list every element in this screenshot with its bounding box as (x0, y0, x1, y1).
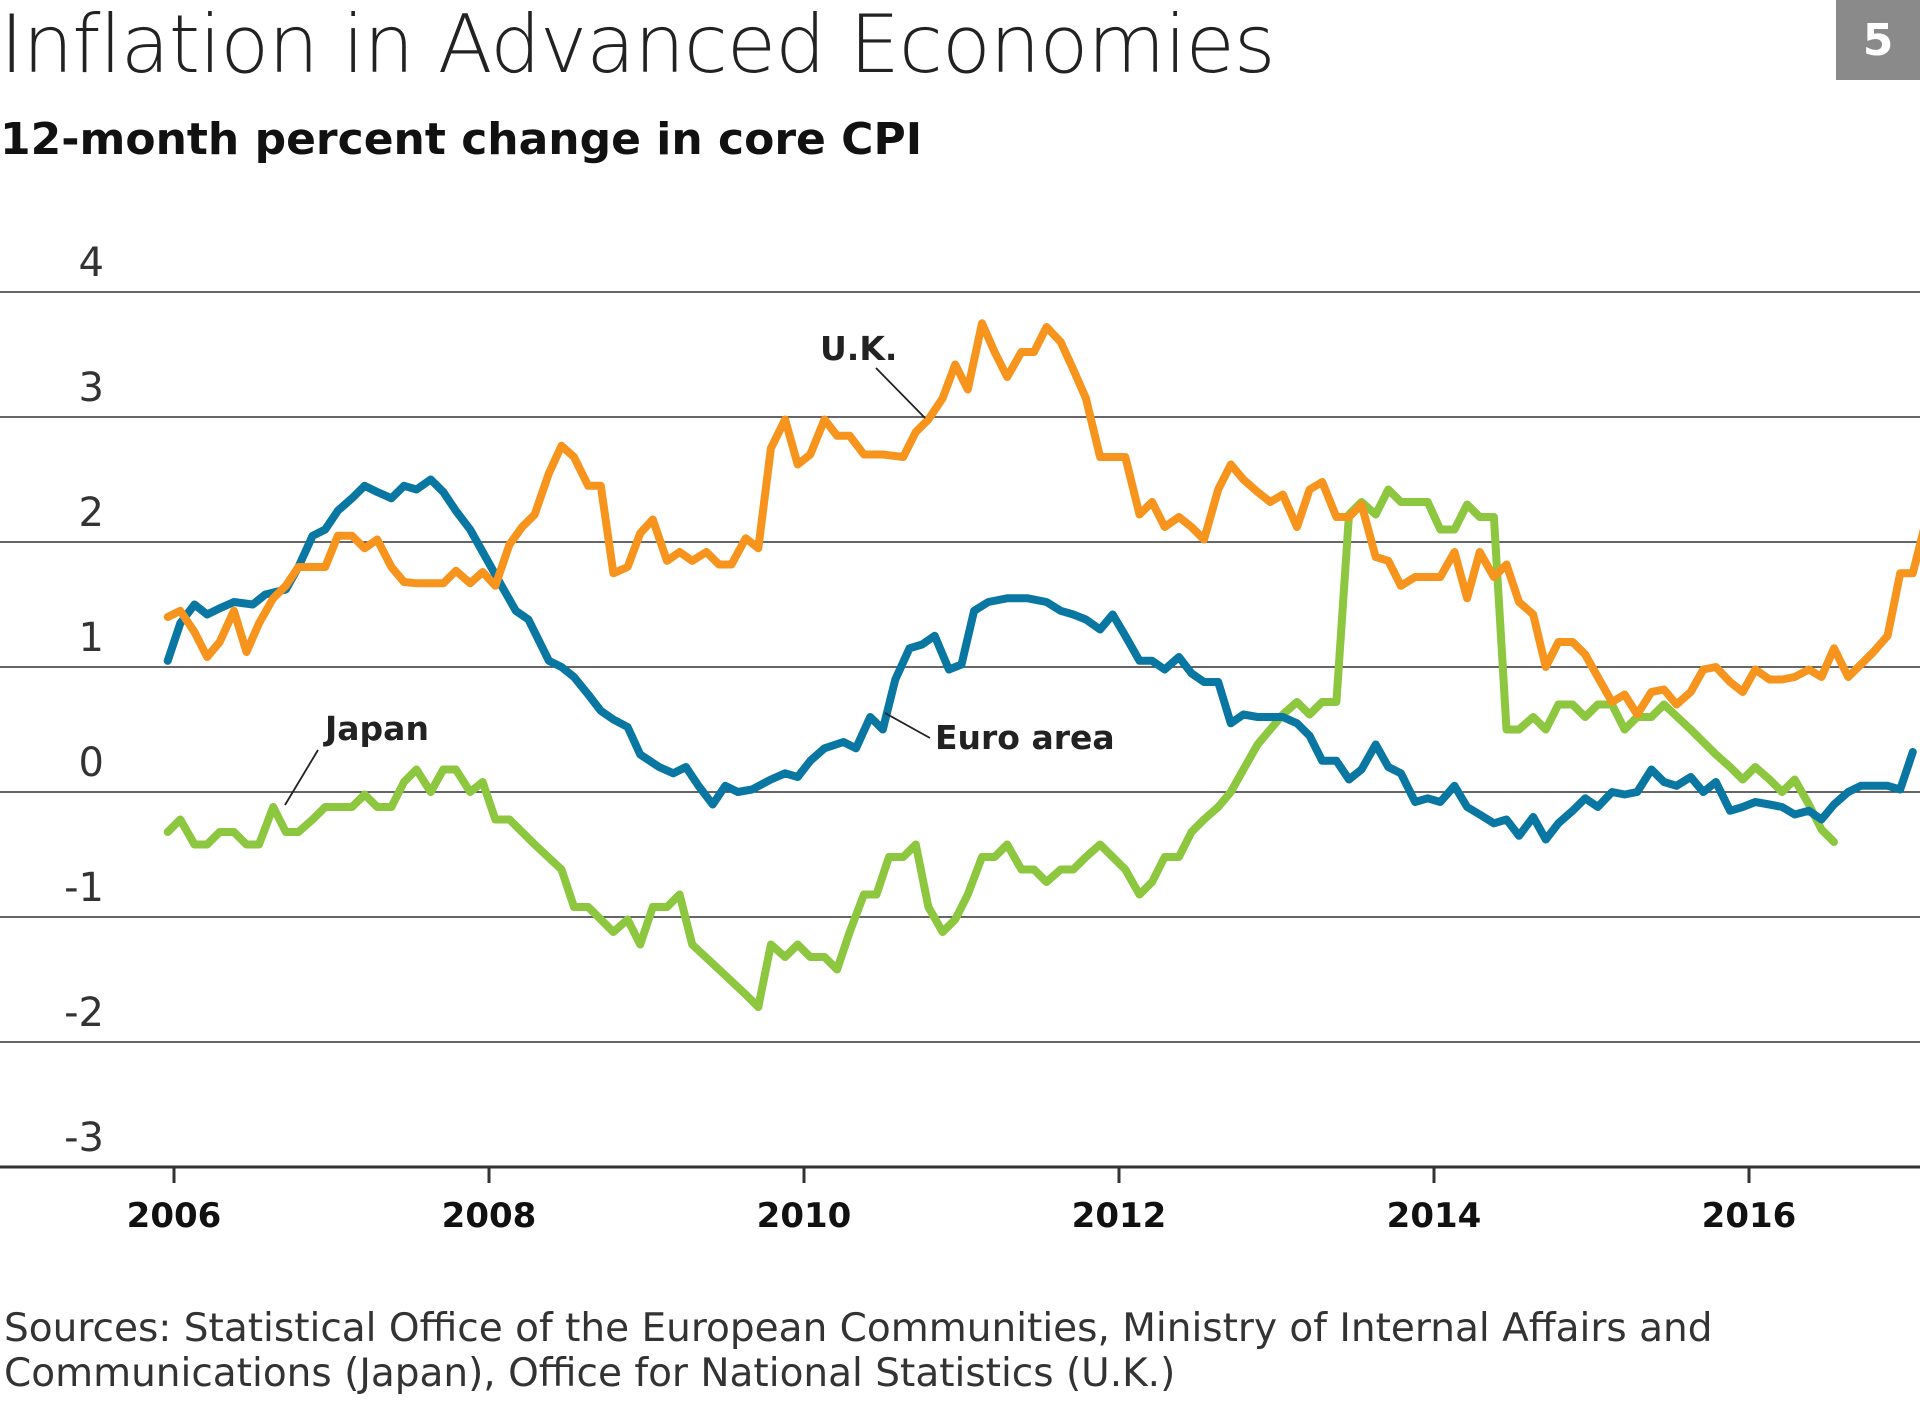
y-tick-label: -2 (64, 990, 104, 1036)
series-labels: U.K. Euro area Japan (284, 329, 1115, 806)
y-axis-ticks: 4 3 2 1 0 -1 -2 -3 (64, 240, 104, 1161)
x-tick-label: 2016 (1702, 1196, 1797, 1236)
x-tick-label: 2008 (442, 1196, 537, 1236)
x-tick-label: 2010 (757, 1196, 852, 1236)
series-line-euro-area (163, 475, 1917, 844)
x-axis: 2006 2008 2010 2012 2014 2016 (127, 1167, 1797, 1236)
series-line-japan (163, 485, 1838, 1011)
series-label-u-k: U.K. (820, 329, 897, 368)
x-tick-label: 2012 (1072, 1196, 1167, 1236)
series-label-euro-area: Euro area (935, 718, 1115, 757)
y-tick-label: -3 (64, 1115, 104, 1161)
y-tick-label: 2 (79, 490, 104, 536)
y-tick-label: 3 (79, 365, 104, 411)
line-chart: 4 3 2 1 0 -1 -2 -3 2006 2008 2010 2012 2014 2016 U.K… (0, 240, 1920, 1236)
y-tick-label: 4 (79, 240, 104, 286)
x-tick-label: 2014 (1387, 1196, 1482, 1236)
y-tick-label: 1 (79, 615, 104, 661)
label-leader-line (884, 712, 931, 739)
series-label-japan: Japan (323, 709, 429, 748)
x-tick-label: 2006 (127, 1196, 222, 1236)
series-line-u-k (163, 319, 1920, 719)
series-lines (163, 319, 1920, 1011)
y-tick-label: -1 (64, 865, 104, 911)
y-tick-label: 0 (79, 740, 104, 786)
chart-subtitle: 12-month percent change in core CPI (0, 114, 923, 165)
chart-title: Inflation in Advanced Economies (0, 0, 1276, 91)
label-leader-line (875, 367, 926, 419)
figure-number-badge: 5 (1836, 0, 1920, 80)
sources-note: Sources: Statistical Office of the Europ… (4, 1306, 1713, 1396)
label-leader-line (284, 749, 319, 806)
